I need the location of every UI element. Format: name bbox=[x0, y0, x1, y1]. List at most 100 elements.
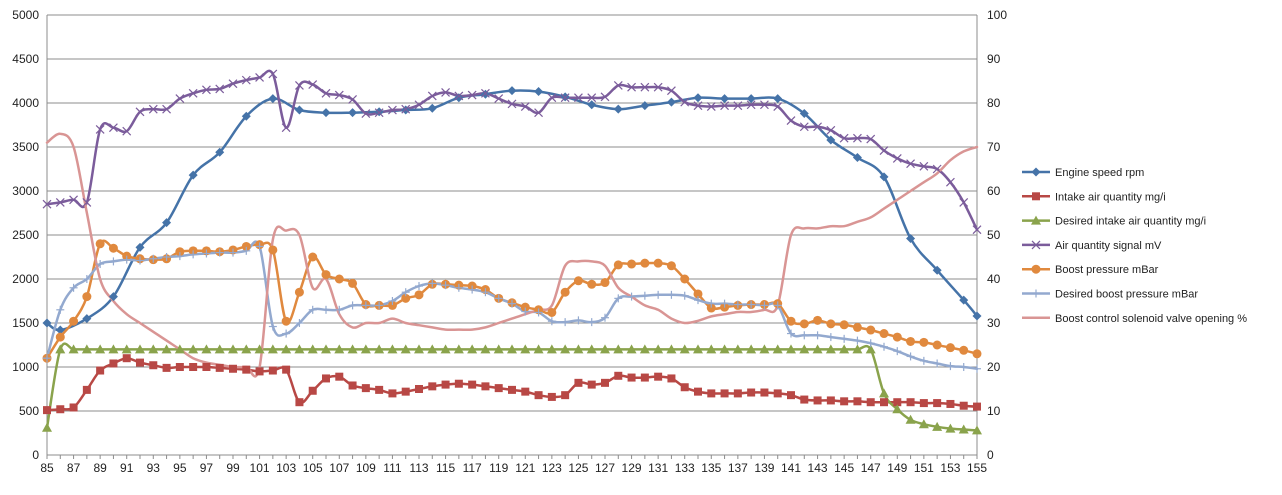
legend-label: Air quantity signal mV bbox=[1055, 240, 1162, 252]
data-point-x-stroke bbox=[574, 93, 583, 103]
data-point-x bbox=[454, 91, 464, 101]
x-tick-label: 145 bbox=[834, 461, 854, 475]
data-point-square bbox=[521, 387, 530, 396]
data-point-x bbox=[600, 92, 610, 102]
data-point-diamond bbox=[746, 94, 756, 104]
data-point-circle bbox=[294, 287, 304, 297]
data-point-plus bbox=[162, 253, 171, 261]
data-point-square bbox=[733, 389, 742, 398]
data-point-diamond bbox=[932, 265, 942, 275]
data-point-x bbox=[228, 79, 238, 89]
data-point-x bbox=[268, 69, 278, 79]
data-point-x bbox=[348, 95, 357, 104]
data-point-square bbox=[853, 397, 862, 406]
data-point-x bbox=[148, 104, 158, 114]
data-point-square bbox=[322, 374, 330, 383]
data-point-triangle bbox=[374, 344, 385, 354]
data-point-plus bbox=[547, 317, 556, 326]
data-point-square bbox=[242, 365, 251, 374]
data-point-circle bbox=[95, 239, 105, 249]
data-point-x-stroke bbox=[813, 122, 822, 132]
data-point-x bbox=[720, 101, 729, 111]
data-point-x-stroke bbox=[746, 100, 756, 110]
data-point-circle bbox=[799, 319, 809, 329]
data-point-triangle bbox=[414, 344, 424, 354]
data-point-plus bbox=[574, 316, 583, 325]
data-point-x-stroke bbox=[760, 100, 769, 110]
data-point-x-stroke bbox=[547, 93, 557, 103]
data-point-square bbox=[295, 398, 304, 407]
data-point-diamond bbox=[959, 295, 969, 305]
data-point-x-stroke bbox=[706, 102, 716, 111]
data-point-x-stroke bbox=[959, 198, 969, 207]
data-point-diamond bbox=[587, 100, 597, 110]
data-point-x-stroke bbox=[188, 88, 198, 98]
data-point-triangle bbox=[520, 344, 531, 354]
legend-swatch-marker bbox=[1031, 215, 1041, 225]
data-point-square bbox=[640, 373, 649, 382]
x-tick-label: 85 bbox=[40, 461, 54, 475]
data-point-plus bbox=[893, 347, 902, 356]
data-point-triangle bbox=[188, 344, 199, 354]
data-point-x bbox=[388, 105, 397, 115]
data-point-circle bbox=[879, 329, 889, 339]
data-point-plus bbox=[361, 301, 370, 310]
data-point-diamond bbox=[321, 108, 331, 118]
data-point-x bbox=[414, 100, 424, 110]
data-point-x bbox=[746, 100, 756, 110]
data-point-x bbox=[547, 93, 557, 103]
data-point-plus bbox=[707, 299, 716, 308]
data-point-x-stroke bbox=[826, 125, 836, 135]
data-point-x bbox=[69, 195, 78, 205]
data-point-square bbox=[561, 391, 570, 400]
legend-swatch-marker bbox=[1031, 240, 1041, 250]
data-point-plus bbox=[308, 305, 317, 314]
data-point-x bbox=[892, 154, 902, 163]
data-point-x bbox=[520, 102, 530, 111]
data-point-x bbox=[401, 104, 411, 114]
data-point-square bbox=[587, 380, 596, 389]
x-tick-label: 89 bbox=[93, 461, 107, 475]
data-point-x bbox=[374, 108, 384, 118]
data-point-triangle bbox=[228, 344, 238, 354]
data-point-square bbox=[441, 380, 450, 389]
data-point-circle bbox=[906, 336, 916, 346]
data-point-circle bbox=[281, 316, 291, 326]
data-point-square bbox=[773, 389, 782, 398]
data-point-x bbox=[494, 94, 504, 104]
data-point-square bbox=[933, 399, 942, 408]
data-point-x bbox=[55, 198, 65, 207]
data-point-x-stroke bbox=[268, 69, 278, 79]
data-point-x-stroke bbox=[481, 88, 490, 98]
data-point-diamond bbox=[560, 92, 570, 102]
data-point-plus bbox=[348, 301, 357, 310]
x-tick-label: 155 bbox=[967, 461, 987, 475]
data-point-diamond bbox=[773, 94, 783, 104]
data-point-triangle bbox=[241, 344, 252, 354]
data-point-triangle bbox=[600, 344, 610, 354]
legend-label: Boost control solenoid valve opening % bbox=[1055, 313, 1247, 325]
data-point-square bbox=[428, 382, 437, 391]
data-point-plus bbox=[959, 363, 968, 371]
data-point-square bbox=[149, 361, 158, 370]
data-point-diamond bbox=[666, 97, 676, 107]
legend-swatch-marker bbox=[1031, 264, 1041, 274]
data-point-square bbox=[720, 389, 729, 398]
data-point-plus bbox=[773, 301, 782, 310]
data-point-plus bbox=[322, 305, 330, 314]
data-point-x bbox=[507, 99, 517, 109]
data-point-plus bbox=[388, 297, 397, 305]
data-point-x-stroke bbox=[255, 73, 264, 82]
data-point-x-stroke bbox=[972, 225, 982, 235]
data-point-square bbox=[43, 406, 51, 415]
y-left-tick-label: 2500 bbox=[12, 228, 39, 242]
y-left-tick-label: 2000 bbox=[12, 272, 39, 286]
data-point-plus bbox=[694, 296, 702, 305]
data-point-x-stroke bbox=[560, 93, 570, 103]
data-point-circle bbox=[55, 332, 65, 342]
data-point-plus bbox=[202, 249, 211, 258]
y-left-tick-label: 3000 bbox=[12, 184, 39, 198]
data-point-diamond bbox=[906, 234, 916, 244]
data-point-triangle bbox=[214, 344, 225, 354]
y-left-tick-label: 5000 bbox=[12, 8, 39, 22]
